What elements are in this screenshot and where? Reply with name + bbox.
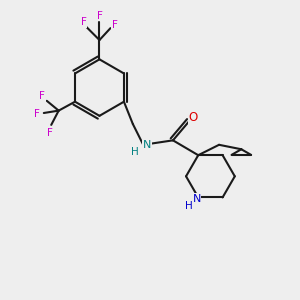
Text: F: F xyxy=(112,20,118,30)
Text: F: F xyxy=(34,109,40,118)
Text: F: F xyxy=(81,17,87,27)
Text: O: O xyxy=(188,111,197,124)
Text: F: F xyxy=(47,128,53,138)
Text: H: H xyxy=(185,201,193,211)
Text: F: F xyxy=(97,11,102,21)
Text: N: N xyxy=(193,194,201,204)
Text: F: F xyxy=(39,92,45,101)
Text: H: H xyxy=(131,147,139,157)
Text: N: N xyxy=(142,140,151,150)
